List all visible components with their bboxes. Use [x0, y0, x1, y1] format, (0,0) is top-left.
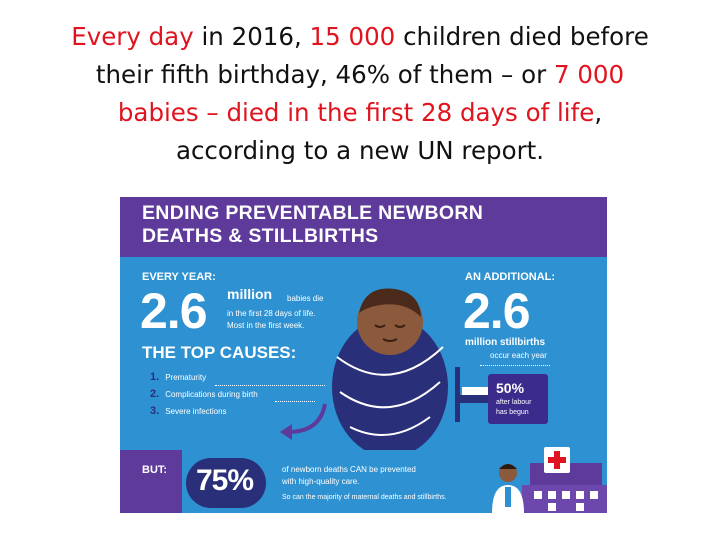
percent-50: 50%: [496, 380, 525, 396]
infographic-banner: ENDING PREVENTABLE NEWBORN DEATHS & STIL…: [120, 197, 607, 257]
percent-75: 75%: [196, 464, 254, 497]
headline-comma: ,: [594, 98, 603, 127]
infographic: ENDING PREVENTABLE NEWBORN DEATHS & STIL…: [120, 197, 607, 513]
stillbirth-leader: [480, 364, 550, 366]
additional-value: 2.6: [463, 283, 531, 339]
cause-leader-1: [215, 384, 325, 386]
cause-label: Complications during birth: [165, 390, 258, 399]
stillbirth-badge: 50% after labour has begun: [488, 374, 548, 424]
cause-label: Severe infections: [165, 407, 227, 416]
swaddled-baby-icon: [332, 288, 448, 457]
cause-leader-2: [275, 400, 315, 402]
million-word: million: [227, 286, 273, 302]
after-labour-2: has begun: [496, 409, 529, 416]
headline-babies-died: babies – died in the first 28 days of li…: [117, 98, 595, 127]
every-year-label: EVERY YEAR:: [142, 271, 216, 283]
curved-arrow-icon: [280, 403, 327, 440]
headline-line-4: according to a new UN report.: [175, 136, 545, 165]
headline-every-day: Every day: [71, 22, 194, 51]
doctor-icon: [492, 464, 524, 513]
headline-in-2016: in 2016,: [193, 22, 310, 51]
million-stillbirths-text: million stillbirths: [465, 337, 546, 348]
babies-die-text: babies die: [287, 294, 324, 303]
first-28-days-text: in the first 28 days of life.: [227, 309, 316, 318]
prevented-line-1: of newborn deaths CAN be prevented: [282, 465, 416, 474]
prevented-line-3: So can the majority of maternal deaths a…: [282, 494, 447, 501]
most-first-week-text: Most in the first week.: [227, 321, 305, 330]
but-label: BUT:: [142, 464, 168, 476]
cause-number: 1.: [150, 371, 160, 383]
cause-number: 3.: [150, 405, 160, 417]
cause-number: 2.: [150, 388, 160, 400]
cause-item-2: 2. Complications during birth: [150, 388, 258, 400]
cause-label: Prematurity: [165, 373, 207, 382]
infographic-title-line-1: ENDING PREVENTABLE NEWBORN: [142, 202, 484, 224]
infographic-title-line-2: DEATHS & STILLBIRTHS: [142, 225, 379, 247]
after-labour-1: after labour: [496, 399, 532, 406]
headline-15000: 15 000: [309, 22, 396, 51]
additional-label: AN ADDITIONAL:: [465, 271, 556, 283]
cause-item-1: 1. Prematurity: [150, 371, 206, 383]
occur-each-year-text: occur each year: [490, 351, 547, 360]
headline-line-3: babies – died in the first 28 days of li…: [0, 94, 720, 132]
headline-line-2: their fifth birthday, 46% of them – or 7…: [0, 56, 720, 94]
headline: Every day in 2016, 15 000 children died …: [0, 18, 720, 170]
top-causes-title: THE TOP CAUSES:: [142, 343, 297, 362]
headline-line-1: Every day in 2016, 15 000 children died …: [0, 18, 720, 56]
infographic-title: ENDING PREVENTABLE NEWBORN DEATHS & STIL…: [142, 202, 582, 248]
headline-children-died: children died before: [395, 22, 649, 51]
every-year-value: 2.6: [140, 283, 208, 339]
percent-75-pill: [186, 458, 266, 508]
hospital-building-icon: [522, 447, 607, 513]
headline-7000: 7 000: [553, 60, 625, 89]
prevented-line-2: with high-quality care.: [282, 477, 360, 486]
cause-item-3: 3. Severe infections: [150, 405, 227, 417]
headline-fifth-birthday: their fifth birthday, 46% of them – or: [95, 60, 554, 89]
